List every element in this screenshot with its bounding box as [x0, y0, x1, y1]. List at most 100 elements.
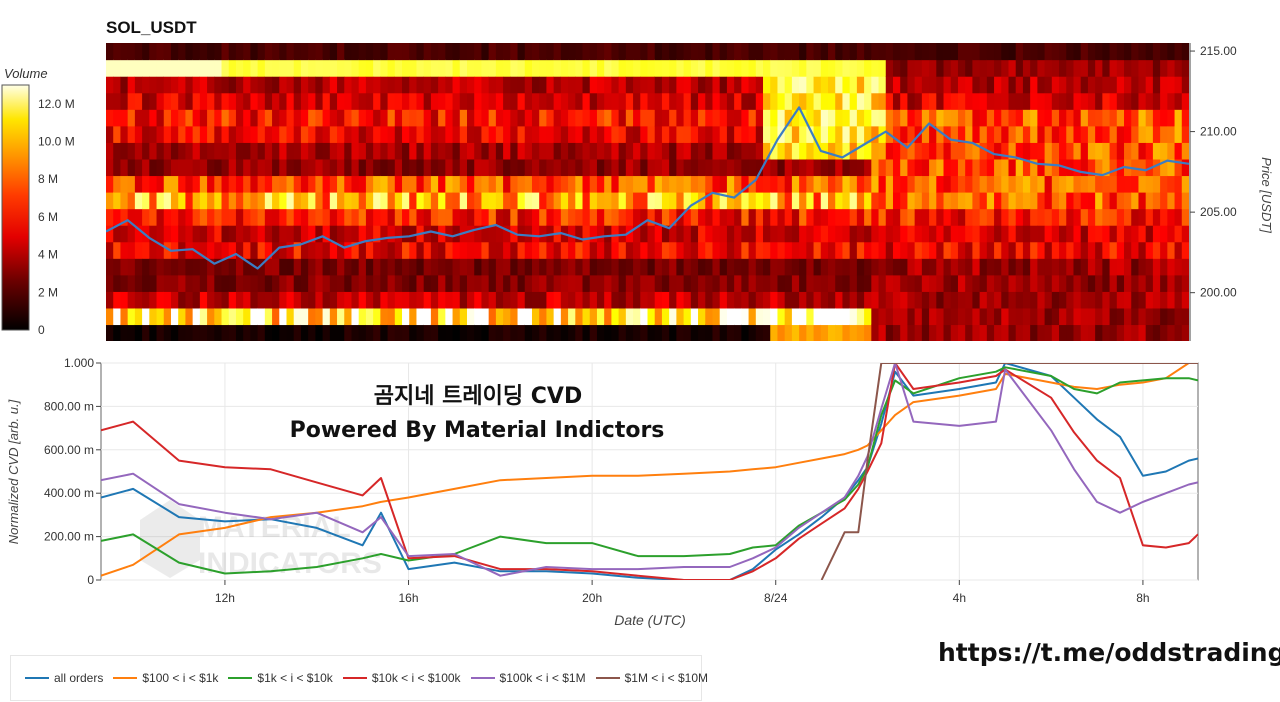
heatmap-cell — [734, 225, 742, 243]
heatmap-cell — [726, 258, 735, 276]
heatmap-cell — [517, 43, 526, 61]
heatmap-cell — [214, 225, 223, 243]
heatmap-cell — [828, 175, 836, 193]
heatmap-cell — [214, 192, 223, 210]
heatmap-cell — [683, 43, 692, 61]
heatmap-cell — [835, 76, 844, 94]
heatmap-cell — [820, 142, 829, 160]
heatmap-cell — [712, 109, 721, 127]
heatmap-cell — [654, 291, 663, 309]
heatmap-cell — [950, 158, 959, 177]
heatmap-cell — [1152, 142, 1161, 160]
heatmap-cell — [1138, 225, 1147, 243]
heatmap-cell — [1174, 258, 1183, 276]
heatmap-cell — [286, 43, 295, 61]
heatmap-cell — [510, 291, 519, 309]
heatmap-cell — [337, 241, 345, 259]
heatmap-cell — [921, 175, 930, 193]
heatmap-cell — [936, 274, 945, 292]
heatmap-cell — [178, 92, 187, 110]
heatmap-cell — [763, 142, 771, 160]
heatmap-cell — [734, 307, 742, 326]
heatmap-cell — [243, 225, 251, 243]
heatmap-cell — [979, 175, 988, 193]
heatmap-cell — [770, 76, 779, 94]
heatmap-cell — [322, 291, 331, 309]
heatmap-cell — [474, 109, 483, 127]
heatmap-cell — [1131, 324, 1140, 341]
heatmap-cell — [1022, 241, 1031, 259]
heatmap-cell — [495, 175, 504, 193]
legend-item[interactable]: $10k < i < $100k — [342, 671, 461, 685]
heatmap-cell — [127, 258, 136, 276]
heatmap-cell — [1059, 274, 1067, 292]
heatmap-cell — [842, 324, 851, 341]
heatmap-cell — [517, 241, 526, 259]
heatmap-cell — [936, 291, 945, 309]
heatmap-cell — [842, 291, 851, 309]
heatmap-cell — [156, 208, 165, 226]
heatmap-cell — [907, 109, 916, 127]
heatmap-cell — [640, 175, 649, 193]
heatmap-cell — [459, 192, 468, 210]
heatmap-cell — [900, 307, 909, 326]
heatmap-cell — [452, 208, 461, 226]
heatmap-cell — [618, 43, 627, 61]
heatmap-cell — [734, 241, 742, 259]
heatmap-cell — [344, 225, 353, 243]
heatmap-cell — [1044, 241, 1053, 259]
heatmap-cell — [1109, 43, 1118, 61]
heatmap-cell — [300, 324, 309, 341]
heatmap-cell — [799, 43, 807, 61]
heatmap-cell — [957, 307, 966, 326]
heatmap-cell — [712, 76, 721, 94]
heatmap-cell — [986, 307, 995, 326]
telegram-link[interactable]: https://t.me/oddstrading2 — [938, 638, 1280, 667]
heatmap-cell — [445, 175, 454, 193]
heatmap-cell — [878, 324, 887, 341]
heatmap-cell — [308, 175, 316, 193]
heatmap-cell — [250, 76, 259, 94]
heatmap-cell — [791, 225, 800, 243]
heatmap-cell — [1022, 109, 1031, 127]
legend-item[interactable]: $100k < i < $1M — [470, 671, 586, 685]
heatmap-cell — [481, 142, 490, 160]
heatmap-cell — [474, 225, 483, 243]
heatmap-cell — [705, 59, 714, 77]
heatmap-cell — [611, 158, 620, 177]
heatmap-cell — [207, 324, 215, 341]
heatmap-cell — [300, 76, 309, 94]
heatmap-cell — [1022, 225, 1031, 243]
heatmap-cell — [892, 92, 901, 110]
heatmap-cell — [467, 324, 475, 341]
legend-item[interactable]: $1k < i < $10k — [228, 671, 333, 685]
heatmap-cell — [250, 225, 259, 243]
heatmap-cell — [914, 192, 923, 210]
heatmap-cell — [221, 241, 230, 259]
heatmap-cell — [611, 125, 620, 143]
heatmap-cell — [380, 225, 389, 243]
legend-item[interactable]: $1M < i < $10M — [595, 671, 708, 685]
heatmap-cell — [914, 109, 923, 127]
heatmap-cell — [134, 76, 143, 94]
heatmap-cell — [1015, 241, 1024, 259]
heatmap-cell — [373, 192, 381, 210]
heatmap-cell — [741, 109, 750, 127]
heatmap-cell — [438, 59, 446, 77]
heatmap-cell — [286, 125, 295, 143]
heatmap-cell — [979, 109, 988, 127]
heatmap-cell — [387, 274, 396, 292]
heatmap-cell — [329, 291, 338, 309]
heatmap-cell — [113, 274, 122, 292]
heatmap-cell — [856, 125, 865, 143]
heatmap-cell — [423, 291, 432, 309]
heatmap-cell — [1059, 142, 1067, 160]
heatmap-cell — [235, 258, 244, 276]
heatmap-cell — [1181, 142, 1189, 160]
heatmap-cell — [957, 109, 966, 127]
legend-item[interactable]: all orders — [25, 671, 103, 685]
heatmap-cell — [842, 175, 851, 193]
legend-item[interactable]: $100 < i < $1k — [113, 671, 218, 685]
heatmap-cell — [402, 192, 410, 210]
heatmap-cell — [539, 307, 548, 326]
